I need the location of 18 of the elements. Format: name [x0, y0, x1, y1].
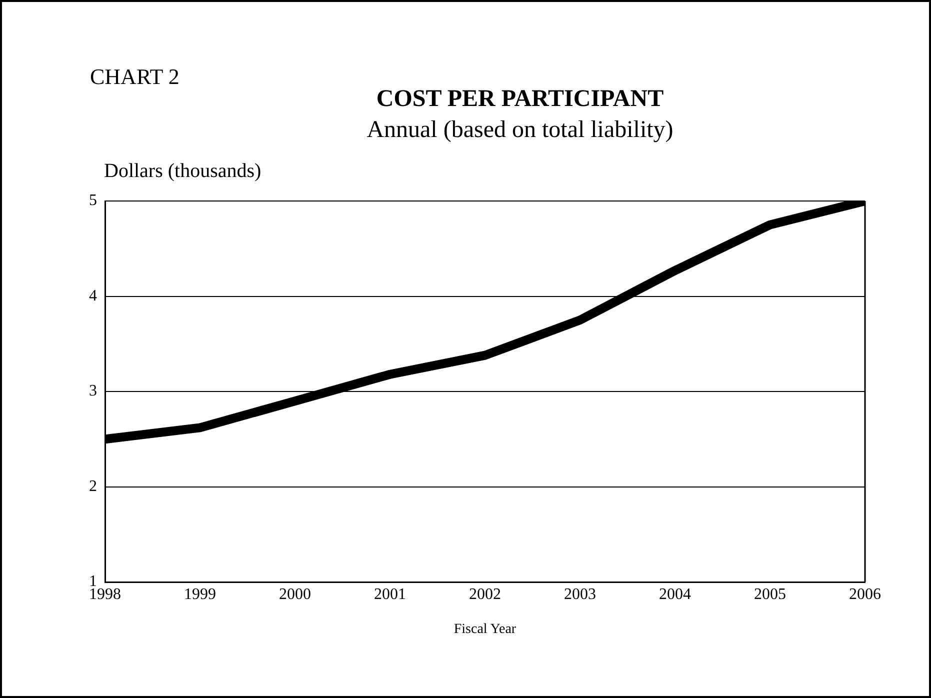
chart-title: COST PER PARTICIPANT — [376, 86, 664, 112]
y-tick-label: 3 — [89, 382, 97, 400]
y-tick-label: 2 — [89, 478, 97, 495]
chart-subtitle: Annual (based on total liability) — [366, 117, 674, 144]
x-tick-label: 2005 — [754, 586, 786, 603]
x-tick-label: 2004 — [659, 586, 691, 603]
x-tick-label: 2002 — [469, 586, 501, 603]
y-axis-title: Dollars (thousands) — [104, 160, 262, 183]
x-tick-label: 1998 — [89, 586, 121, 603]
x-tick-label: 1999 — [184, 586, 216, 603]
x-tick-label: 2006 — [849, 586, 881, 603]
x-axis-title: Fiscal Year — [452, 622, 518, 638]
caption: CHART 2 — [90, 64, 180, 90]
y-tick-label: 4 — [89, 287, 97, 304]
x-tick-label: 2003 — [564, 586, 596, 603]
x-tick-label: 2000 — [279, 586, 311, 603]
x-tick-label: 2001 — [374, 586, 406, 603]
y-tick-label: 5 — [89, 192, 97, 210]
